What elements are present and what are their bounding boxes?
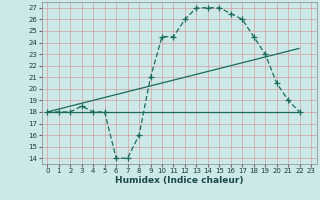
X-axis label: Humidex (Indice chaleur): Humidex (Indice chaleur) bbox=[115, 176, 244, 185]
